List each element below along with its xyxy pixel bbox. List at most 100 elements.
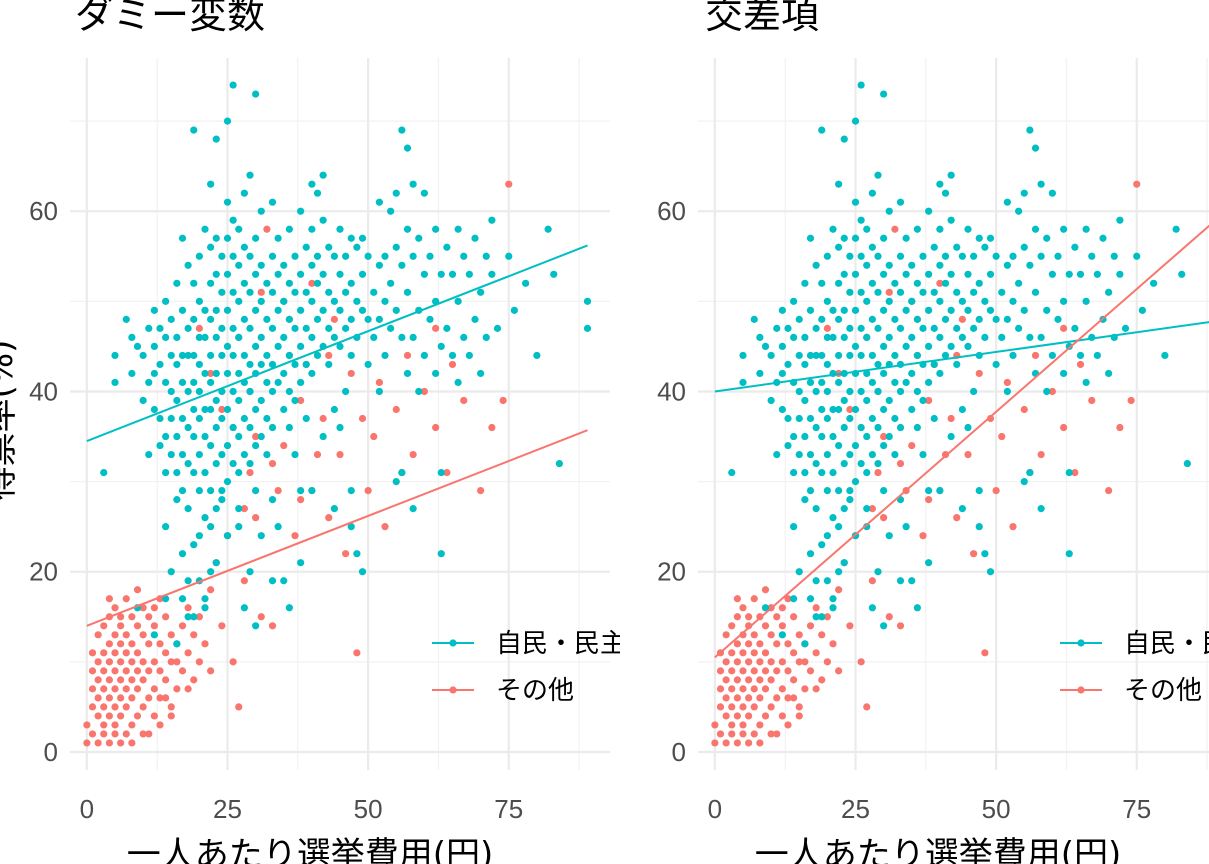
point-ldp-dpj bbox=[874, 252, 882, 260]
point-other bbox=[111, 649, 119, 657]
point-ldp-dpj bbox=[857, 288, 865, 296]
point-ldp-dpj bbox=[252, 234, 260, 242]
point-ldp-dpj bbox=[212, 505, 220, 513]
point-ldp-dpj bbox=[235, 261, 243, 269]
point-ldp-dpj bbox=[195, 297, 203, 305]
point-other bbox=[252, 514, 260, 522]
point-ldp-dpj bbox=[913, 315, 921, 323]
point-ldp-dpj bbox=[240, 450, 248, 459]
point-other bbox=[1116, 423, 1124, 432]
point-ldp-dpj bbox=[919, 450, 927, 459]
point-other bbox=[133, 586, 142, 594]
point-other bbox=[100, 685, 108, 693]
point-ldp-dpj bbox=[947, 432, 955, 441]
point-ldp-dpj bbox=[240, 414, 248, 423]
point-ldp-dpj bbox=[728, 468, 736, 477]
point-ldp-dpj bbox=[246, 387, 254, 396]
point-ldp-dpj bbox=[1172, 225, 1180, 233]
point-other bbox=[784, 640, 792, 648]
point-ldp-dpj bbox=[812, 577, 820, 585]
point-other bbox=[745, 712, 753, 720]
point-other bbox=[756, 658, 764, 666]
point-ldp-dpj bbox=[162, 523, 170, 531]
point-ldp-dpj bbox=[964, 306, 972, 314]
point-ldp-dpj bbox=[240, 279, 248, 287]
point-ldp-dpj bbox=[223, 369, 232, 378]
point-ldp-dpj bbox=[325, 360, 333, 369]
point-ldp-dpj bbox=[302, 414, 310, 423]
point-ldp-dpj bbox=[381, 297, 389, 305]
point-ldp-dpj bbox=[823, 252, 831, 260]
point-ldp-dpj bbox=[891, 315, 899, 323]
point-other bbox=[790, 649, 798, 657]
point-ldp-dpj bbox=[268, 423, 277, 432]
point-ldp-dpj bbox=[285, 604, 293, 612]
point-ldp-dpj bbox=[981, 333, 989, 341]
point-other bbox=[381, 523, 389, 531]
y-tick-label: 0 bbox=[672, 737, 686, 767]
point-other bbox=[795, 631, 803, 639]
point-other bbox=[733, 739, 741, 747]
point-other bbox=[1037, 450, 1045, 459]
point-other bbox=[240, 505, 248, 513]
point-ldp-dpj bbox=[941, 279, 950, 287]
point-ldp-dpj bbox=[218, 450, 226, 459]
point-ldp-dpj bbox=[790, 297, 798, 305]
point-ldp-dpj bbox=[150, 306, 158, 314]
point-ldp-dpj bbox=[1009, 252, 1017, 260]
point-ldp-dpj bbox=[868, 378, 876, 387]
point-ldp-dpj bbox=[229, 216, 237, 224]
x-tick-label: 25 bbox=[213, 794, 242, 824]
point-other bbox=[297, 396, 305, 405]
point-ldp-dpj bbox=[1048, 351, 1056, 360]
point-other bbox=[784, 694, 792, 702]
point-other bbox=[342, 550, 350, 558]
point-other bbox=[722, 694, 730, 702]
point-ldp-dpj bbox=[863, 333, 871, 341]
point-ldp-dpj bbox=[190, 315, 198, 323]
point-ldp-dpj bbox=[1076, 270, 1085, 278]
point-ldp-dpj bbox=[975, 523, 983, 531]
point-ldp-dpj bbox=[851, 405, 860, 414]
point-ldp-dpj bbox=[145, 450, 153, 459]
point-other bbox=[257, 613, 265, 621]
point-other bbox=[790, 676, 798, 684]
point-ldp-dpj bbox=[829, 405, 837, 414]
point-ldp-dpj bbox=[925, 378, 933, 387]
point-other bbox=[392, 405, 400, 414]
point-other bbox=[133, 649, 142, 657]
point-other bbox=[111, 730, 119, 738]
point-ldp-dpj bbox=[840, 306, 848, 314]
point-ldp-dpj bbox=[947, 171, 955, 179]
point-ldp-dpj bbox=[212, 396, 220, 405]
point-ldp-dpj bbox=[750, 315, 758, 323]
point-ldp-dpj bbox=[342, 387, 350, 396]
point-other bbox=[133, 667, 142, 675]
point-ldp-dpj bbox=[505, 252, 513, 260]
point-ldp-dpj bbox=[420, 189, 428, 197]
point-other bbox=[767, 631, 775, 639]
point-ldp-dpj bbox=[823, 487, 831, 495]
point-ldp-dpj bbox=[739, 378, 747, 387]
point-ldp-dpj bbox=[308, 180, 316, 188]
point-ldp-dpj bbox=[268, 252, 277, 260]
point-ldp-dpj bbox=[432, 225, 440, 233]
point-ldp-dpj bbox=[1026, 261, 1034, 269]
point-ldp-dpj bbox=[342, 324, 350, 332]
point-other bbox=[761, 667, 770, 675]
point-ldp-dpj bbox=[218, 351, 226, 360]
point-ldp-dpj bbox=[184, 505, 192, 513]
point-ldp-dpj bbox=[268, 577, 277, 585]
point-ldp-dpj bbox=[925, 342, 933, 351]
point-ldp-dpj bbox=[184, 387, 192, 396]
point-other bbox=[358, 414, 367, 423]
point-other bbox=[330, 315, 338, 323]
point-ldp-dpj bbox=[398, 126, 406, 134]
point-ldp-dpj bbox=[936, 333, 944, 341]
point-other bbox=[778, 622, 786, 630]
point-ldp-dpj bbox=[930, 288, 938, 296]
point-other bbox=[998, 432, 1006, 441]
point-ldp-dpj bbox=[925, 270, 933, 278]
point-ldp-dpj bbox=[358, 270, 367, 278]
